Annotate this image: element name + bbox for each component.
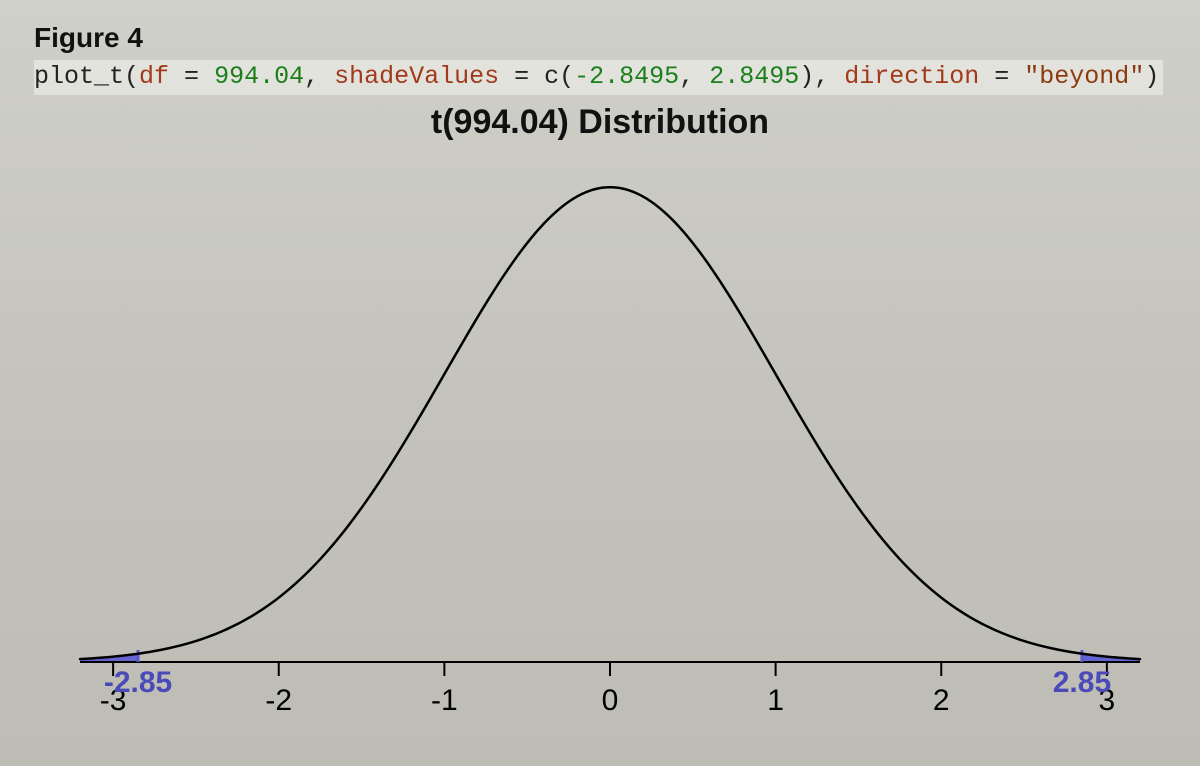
page-root: Figure 4 plot_t(df = 994.04, shadeValues…	[0, 0, 1200, 766]
code-c-fn: c	[544, 62, 559, 91]
x-tick-label: 0	[602, 684, 619, 717]
figure-label: Figure 4	[34, 22, 1166, 54]
code-dir-val: "beyond"	[1024, 62, 1144, 91]
chart-title: t(994.04) Distribution	[34, 103, 1166, 142]
code-fn: plot_t	[34, 62, 124, 91]
code-arg-dir: direction	[844, 62, 979, 91]
distribution-chart: -3-2-10123-2.852.85	[40, 142, 1160, 742]
code-arg-df: df	[139, 62, 169, 91]
code-line: plot_t(df = 994.04, shadeValues = c(-2.8…	[34, 60, 1163, 95]
x-tick-label: 2	[933, 684, 950, 717]
x-tick-label: -2	[265, 684, 292, 717]
shade-threshold-label: -2.85	[104, 666, 172, 699]
code-df-val: 994.04	[214, 62, 304, 91]
distribution-curve	[80, 187, 1140, 659]
code-shade-hi: 2.8495	[709, 62, 799, 91]
x-tick-label: -1	[431, 684, 458, 717]
x-tick-label: 1	[767, 684, 784, 717]
shade-threshold-label: 2.85	[1053, 666, 1111, 699]
code-arg-shade: shadeValues	[334, 62, 499, 91]
code-shade-lo: -2.8495	[574, 62, 679, 91]
chart-area: -3-2-10123-2.852.85	[40, 142, 1160, 742]
